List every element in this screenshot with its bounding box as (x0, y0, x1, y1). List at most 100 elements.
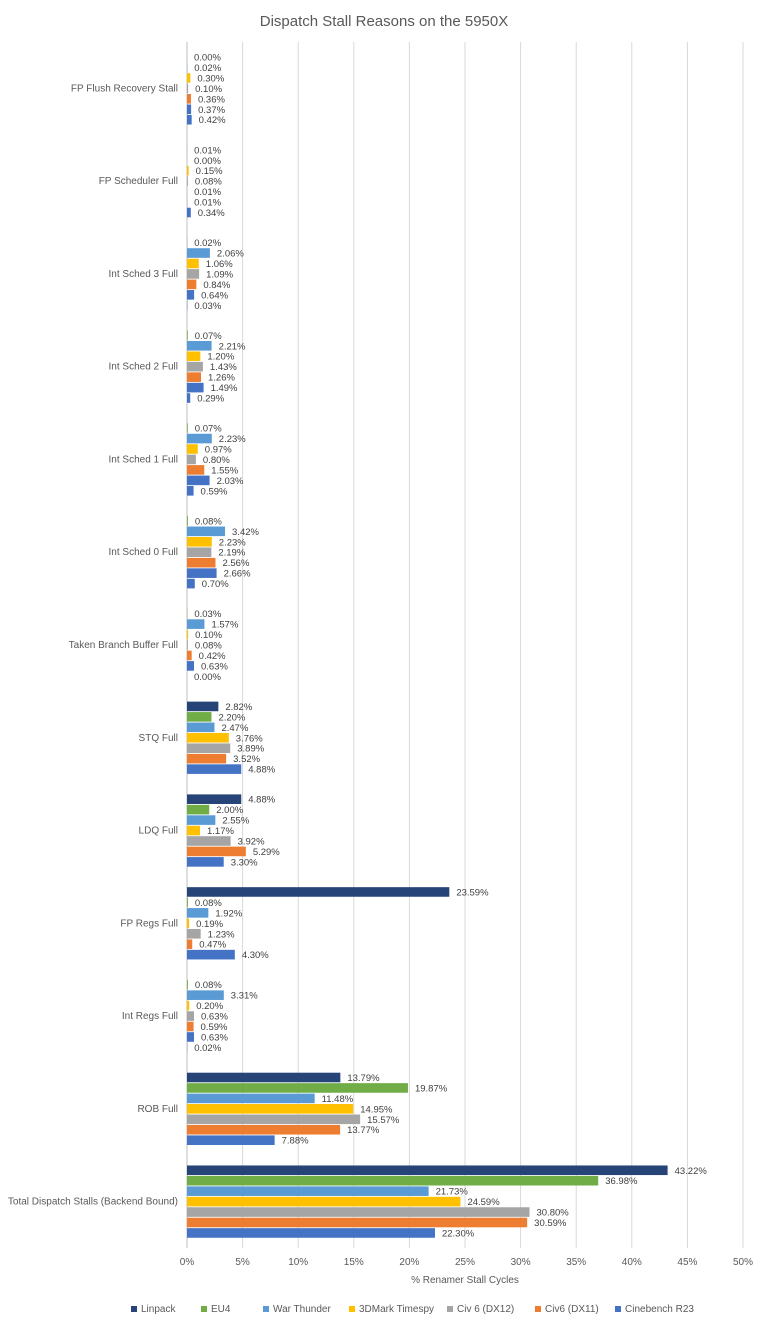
data-label: 0.34% (198, 208, 225, 219)
bar-war-thunder (187, 908, 208, 918)
bar-war-thunder (187, 619, 204, 629)
bar-civ6-dx11 (187, 94, 191, 104)
bar-3dmark-timespy (187, 919, 189, 929)
data-label: 0.08% (195, 516, 222, 527)
data-label: 24.59% (467, 1197, 500, 1208)
bar-linpack (187, 1073, 340, 1083)
data-label: 0.02% (194, 63, 221, 74)
legend-swatch (615, 1306, 621, 1312)
bar-civ-6-dx12 (187, 269, 199, 279)
grid-lines (187, 42, 743, 1248)
data-label: 0.10% (195, 84, 222, 95)
data-label: 11.48% (322, 1094, 354, 1105)
data-label: 4.88% (248, 795, 275, 806)
bar-war-thunder (187, 1186, 429, 1196)
bar-3dmark-timespy (187, 733, 229, 743)
bar-3dmark-timespy (187, 537, 212, 547)
bar-linpack (187, 887, 449, 897)
bar-civ-6-dx12 (187, 640, 188, 650)
data-label: 2.19% (218, 548, 245, 559)
bar-linpack (187, 794, 241, 804)
data-label: 15.57% (367, 1115, 400, 1126)
legend-label: Civ6 (DX11) (545, 1304, 599, 1315)
data-label: 0.08% (195, 641, 222, 652)
legend-label: EU4 (211, 1304, 231, 1315)
bar-civ6-dx11 (187, 372, 201, 382)
bar-cinebench-r23 (187, 764, 241, 774)
data-label: 30.59% (534, 1218, 567, 1229)
data-label: 3.52% (233, 754, 260, 765)
category-label: ROB Full (137, 1104, 178, 1115)
bar-eu4 (187, 1083, 408, 1093)
data-label: 43.22% (675, 1166, 708, 1177)
x-tick-label: 45% (677, 1257, 697, 1268)
bar-war-thunder (187, 341, 212, 351)
bar-cinebench-r23 (187, 661, 194, 671)
x-tick-label: 20% (399, 1257, 419, 1268)
bar-civ-6-dx12 (187, 1011, 194, 1021)
legend-swatch (201, 1306, 207, 1312)
data-label: 0.00% (194, 156, 221, 167)
x-tick-label: 15% (344, 1257, 364, 1268)
data-label: 2.20% (218, 712, 245, 723)
data-label: 0.00% (194, 53, 221, 64)
data-label: 0.42% (199, 115, 226, 126)
bar-civ6-dx11 (187, 651, 192, 661)
bar-civ-6-dx12 (187, 176, 188, 186)
bar-extra (187, 486, 194, 496)
data-label: 1.55% (211, 465, 238, 476)
data-label: 3.31% (231, 991, 258, 1002)
x-tick-label: 5% (235, 1257, 250, 1268)
bar-cinebench-r23 (187, 950, 235, 960)
data-label: 0.08% (195, 898, 222, 909)
data-label: 1.57% (211, 620, 238, 631)
bar-civ-6-dx12 (187, 929, 201, 939)
bar-3dmark-timespy (187, 73, 190, 83)
bar-3dmark-timespy (187, 1001, 189, 1011)
bars (187, 63, 668, 1238)
data-label: 1.49% (211, 383, 238, 394)
data-label: 2.00% (216, 805, 243, 816)
data-label: 0.02% (194, 1043, 221, 1054)
data-label: 0.47% (199, 940, 226, 951)
legend-swatch (535, 1306, 541, 1312)
bar-cinebench-r23 (187, 1228, 435, 1238)
data-labels: 0.00%0.02%0.30%0.10%0.36%0.37%0.42%0.01%… (194, 53, 707, 1240)
data-label: 0.01% (194, 145, 221, 156)
bar-eu4 (187, 516, 188, 526)
legend-label: Civ 6 (DX12) (457, 1304, 514, 1315)
bar-civ-6-dx12 (187, 547, 211, 557)
bar-civ6-dx11 (187, 939, 192, 949)
data-label: 5.29% (253, 847, 280, 858)
bar-3dmark-timespy (187, 166, 189, 176)
data-label: 22.30% (442, 1228, 475, 1239)
data-label: 3.30% (231, 857, 258, 868)
legend-swatch (263, 1306, 269, 1312)
bar-civ6-dx11 (187, 847, 246, 857)
bar-cinebench-r23 (187, 290, 194, 300)
category-label: FP Flush Recovery Stall (71, 83, 178, 94)
bar-eu4 (187, 1176, 598, 1186)
category-label: STQ Full (139, 733, 178, 744)
x-axis-title: % Renamer Stall Cycles (411, 1275, 519, 1286)
bar-cinebench-r23 (187, 1032, 194, 1042)
data-label: 0.03% (194, 301, 221, 312)
bar-linpack (187, 1165, 668, 1175)
data-label: 0.70% (202, 579, 229, 590)
data-label: 2.21% (219, 341, 246, 352)
data-label: 1.26% (208, 373, 235, 384)
category-label: Int Sched 1 Full (109, 454, 178, 465)
bar-cinebench-r23 (187, 383, 204, 393)
data-label: 0.07% (195, 424, 222, 435)
data-label: 0.59% (201, 486, 228, 497)
bar-3dmark-timespy (187, 259, 199, 269)
bar-civ6-dx11 (187, 1218, 527, 1228)
bar-cinebench-r23 (187, 857, 224, 867)
legend-label: Cinebench R23 (625, 1304, 694, 1315)
x-tick-label: 0% (180, 1257, 195, 1268)
data-label: 23.59% (456, 887, 489, 898)
data-label: 1.06% (206, 259, 233, 270)
category-label: Int Sched 0 Full (109, 547, 178, 558)
